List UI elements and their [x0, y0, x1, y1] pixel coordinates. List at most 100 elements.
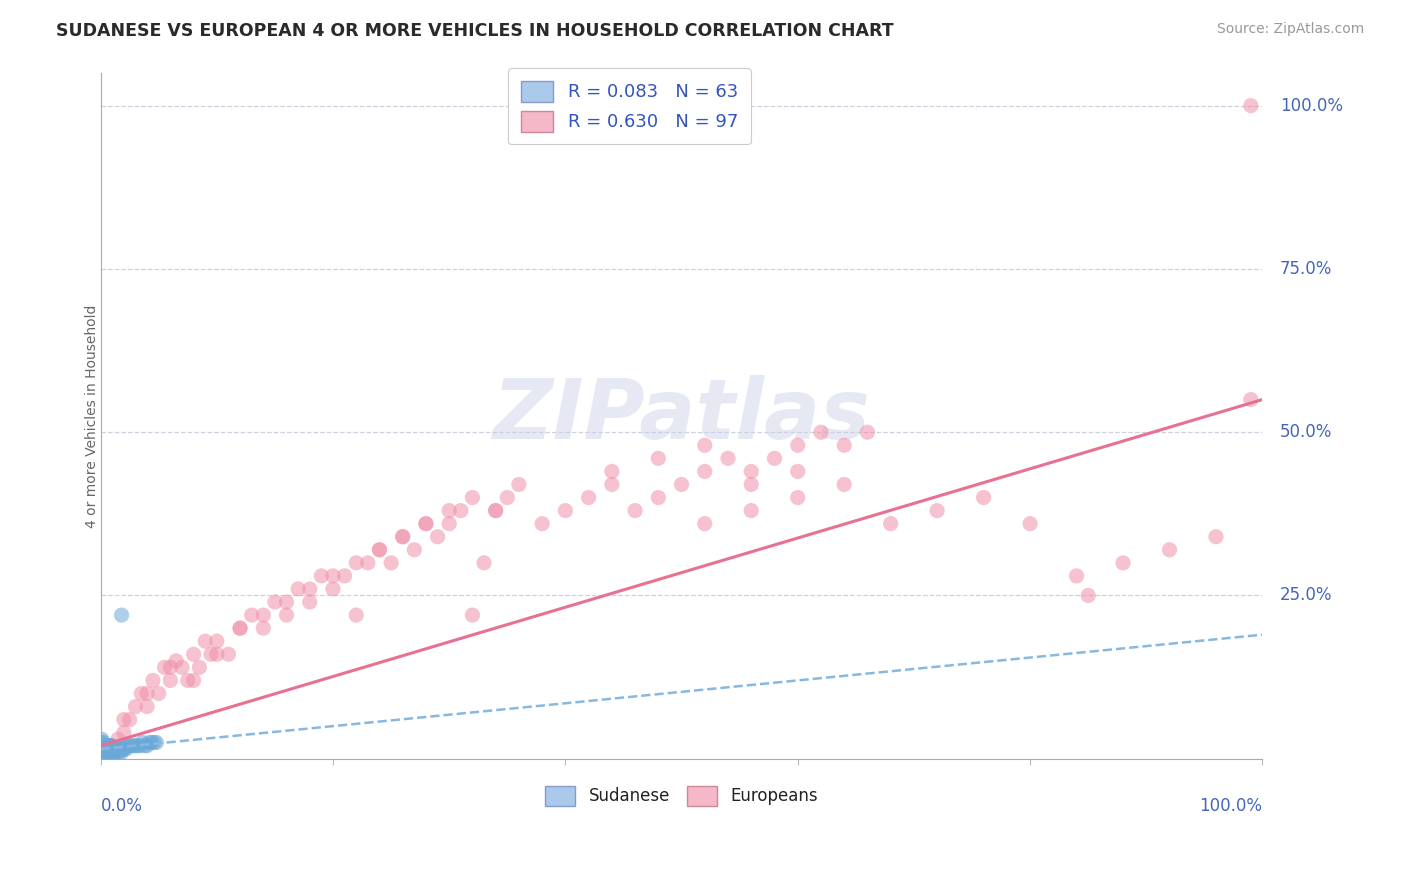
Text: 75.0%: 75.0%	[1279, 260, 1333, 278]
Point	[98, 745, 121, 759]
Point	[508, 477, 530, 491]
Point	[461, 608, 484, 623]
Point	[252, 621, 274, 635]
Point	[368, 542, 391, 557]
Point	[93, 739, 115, 753]
Point	[114, 739, 136, 753]
Point	[124, 699, 146, 714]
Point	[94, 739, 117, 753]
Point	[90, 735, 112, 749]
Point	[229, 621, 252, 635]
Legend: Sudanese, Europeans: Sudanese, Europeans	[538, 780, 824, 813]
Point	[153, 660, 176, 674]
Point	[693, 516, 716, 531]
Point	[91, 748, 114, 763]
Point	[461, 491, 484, 505]
Point	[311, 569, 333, 583]
Point	[104, 742, 127, 756]
Point	[100, 739, 122, 753]
Point	[94, 745, 117, 759]
Point	[93, 742, 115, 756]
Point	[200, 647, 222, 661]
Point	[496, 491, 519, 505]
Point	[112, 725, 135, 739]
Point	[141, 735, 163, 749]
Point	[693, 464, 716, 478]
Point	[717, 451, 740, 466]
Point	[415, 516, 437, 531]
Point	[96, 745, 118, 759]
Text: 50.0%: 50.0%	[1279, 423, 1333, 442]
Point	[1240, 392, 1263, 407]
Point	[112, 742, 135, 756]
Point	[91, 735, 114, 749]
Point	[1159, 542, 1181, 557]
Point	[136, 686, 159, 700]
Point	[437, 503, 460, 517]
Point	[177, 673, 200, 688]
Point	[91, 739, 114, 753]
Point	[90, 732, 112, 747]
Point	[107, 742, 129, 756]
Point	[229, 621, 252, 635]
Point	[264, 595, 287, 609]
Point	[856, 425, 879, 440]
Point	[1205, 530, 1227, 544]
Point	[1077, 589, 1099, 603]
Point	[91, 745, 114, 759]
Point	[194, 634, 217, 648]
Point	[1066, 569, 1088, 583]
Point	[276, 595, 298, 609]
Point	[531, 516, 554, 531]
Point	[97, 739, 120, 753]
Point	[1019, 516, 1042, 531]
Point	[600, 477, 623, 491]
Point	[205, 647, 228, 661]
Point	[276, 608, 298, 623]
Point	[183, 673, 205, 688]
Point	[148, 686, 170, 700]
Point	[101, 742, 124, 756]
Point	[136, 739, 159, 753]
Point	[124, 739, 146, 753]
Point	[188, 660, 211, 674]
Point	[117, 739, 139, 753]
Point	[100, 739, 122, 753]
Point	[100, 745, 122, 759]
Text: Source: ZipAtlas.com: Source: ZipAtlas.com	[1216, 22, 1364, 37]
Point	[129, 686, 152, 700]
Point	[600, 464, 623, 478]
Point	[91, 742, 114, 756]
Point	[112, 713, 135, 727]
Point	[145, 735, 167, 749]
Point	[134, 739, 156, 753]
Text: 25.0%: 25.0%	[1279, 587, 1333, 605]
Point	[96, 739, 118, 753]
Point	[485, 503, 508, 517]
Point	[252, 608, 274, 623]
Point	[118, 713, 141, 727]
Point	[391, 530, 413, 544]
Point	[322, 582, 344, 596]
Point	[90, 748, 112, 763]
Point	[103, 745, 125, 759]
Point	[287, 582, 309, 596]
Point	[832, 438, 855, 452]
Point	[426, 530, 449, 544]
Point	[357, 556, 380, 570]
Point	[183, 647, 205, 661]
Point	[647, 491, 669, 505]
Point	[927, 503, 949, 517]
Point	[110, 742, 132, 756]
Point	[131, 735, 153, 749]
Point	[120, 739, 142, 753]
Point	[165, 654, 187, 668]
Point	[404, 542, 426, 557]
Point	[94, 748, 117, 763]
Point	[129, 739, 152, 753]
Point	[1240, 98, 1263, 112]
Point	[879, 516, 901, 531]
Point	[344, 608, 367, 623]
Point	[786, 464, 808, 478]
Point	[832, 477, 855, 491]
